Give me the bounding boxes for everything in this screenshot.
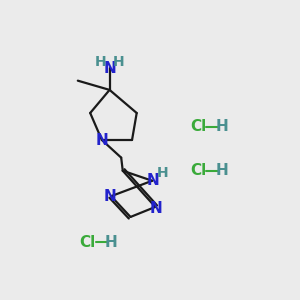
Text: H: H [94,55,106,69]
Text: N: N [103,61,116,76]
Text: Cl: Cl [190,163,207,178]
Text: H: H [157,166,168,180]
Text: N: N [104,189,117,204]
Text: N: N [95,133,108,148]
Text: H: H [216,119,228,134]
Text: H: H [105,235,118,250]
Text: N: N [150,201,163,216]
Text: Cl: Cl [190,119,207,134]
Text: H: H [113,55,125,69]
Text: N: N [147,173,159,188]
Text: Cl: Cl [80,235,96,250]
Text: H: H [216,163,228,178]
